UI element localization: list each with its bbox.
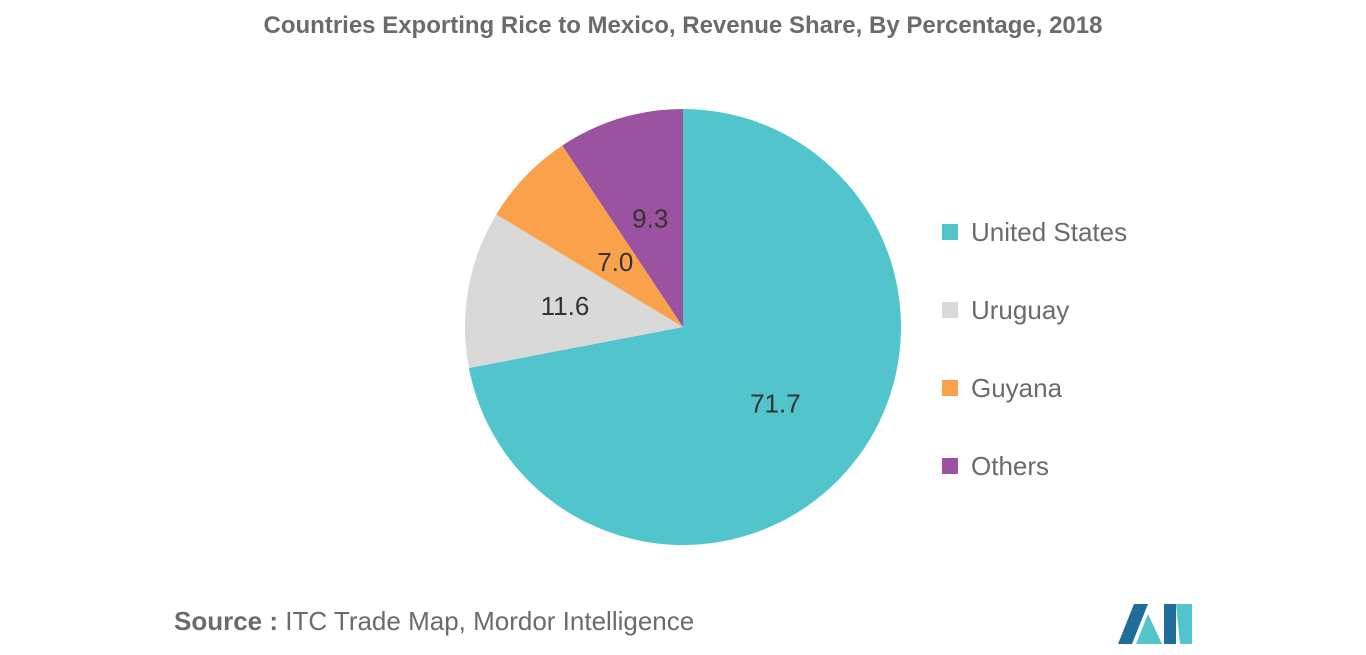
logo-right-diagonal bbox=[1176, 604, 1192, 644]
legend-label-guyana: Guyana bbox=[971, 372, 1063, 403]
legend-item-guyana: Guyana bbox=[942, 349, 1127, 427]
legend-swatch-united-states bbox=[942, 224, 958, 240]
source-note: Source : ITC Trade Map, Mordor Intellige… bbox=[174, 606, 694, 637]
chart-title: Countries Exporting Rice to Mexico, Reve… bbox=[263, 12, 1103, 39]
pie-slice-uruguay bbox=[465, 214, 683, 369]
legend-item-united-states: United States bbox=[942, 193, 1127, 271]
pie-slice-united-states bbox=[468, 109, 902, 545]
legend-label-uruguay: Uruguay bbox=[971, 294, 1070, 325]
legend-label-others: Others bbox=[971, 450, 1050, 481]
legend-swatch-guyana bbox=[942, 380, 958, 396]
pie-labels: 71.7 11.67.0 9.3 bbox=[541, 203, 801, 418]
pie-label-others: 9.3 bbox=[632, 203, 668, 233]
legend-label-united-states: United States bbox=[971, 216, 1128, 247]
pie-label-uruguay: 11.6 bbox=[541, 291, 590, 321]
legend-item-others: Others bbox=[942, 427, 1127, 505]
legend-swatch-others bbox=[942, 458, 958, 474]
source-prefix: Source : bbox=[174, 606, 279, 636]
logo-left-part bbox=[1118, 604, 1148, 644]
pie-slice-others bbox=[562, 109, 683, 327]
legend-item-uruguay: Uruguay bbox=[942, 271, 1127, 349]
logo-middle-part bbox=[1136, 614, 1162, 644]
legend-swatch-uruguay bbox=[942, 302, 958, 318]
logo-right-part bbox=[1164, 604, 1176, 644]
pie-slices bbox=[465, 109, 902, 545]
pie-slice-guyana bbox=[496, 145, 683, 327]
pie-label-united-states: 71.7 bbox=[750, 388, 801, 418]
legend: United States Uruguay Guyana Others bbox=[942, 193, 1127, 505]
source-text: ITC Trade Map, Mordor Intelligence bbox=[285, 606, 695, 636]
mordor-intelligence-logo-icon bbox=[1118, 604, 1192, 644]
pie-label-guyana: 7.0 bbox=[597, 247, 633, 277]
